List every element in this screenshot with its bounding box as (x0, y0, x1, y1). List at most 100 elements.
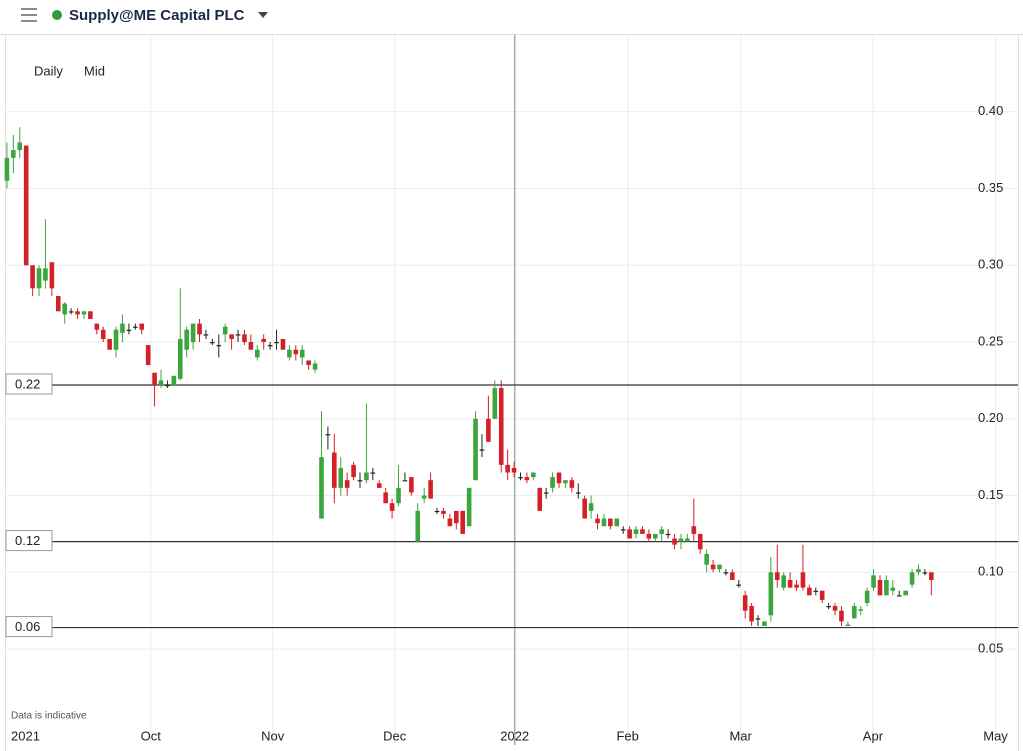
y-tick-label: 0.20 (978, 410, 1003, 425)
candle-body (871, 575, 876, 588)
candle-body (575, 492, 581, 494)
x-tick-label: Apr (863, 728, 884, 743)
candle-body (203, 334, 209, 336)
reference-label-box (5, 616, 53, 638)
candle-body (274, 342, 279, 344)
candle-body (62, 303, 68, 315)
candle-body (351, 464, 356, 478)
candle-body (267, 345, 273, 347)
candle-body (672, 538, 677, 545)
candle-body (434, 510, 440, 513)
candle-body (652, 533, 658, 539)
plot (4, 127, 934, 627)
candle-body (858, 609, 864, 611)
candle-body (235, 334, 241, 336)
candle-body (852, 606, 857, 619)
candle-body (826, 606, 831, 608)
candle-body (280, 338, 286, 350)
candle-body (665, 533, 671, 536)
candle-body (903, 590, 908, 596)
candle-body (659, 529, 665, 534)
candle-body (364, 472, 369, 481)
interval-button[interactable]: Daily (34, 63, 63, 78)
candle-body (916, 569, 921, 573)
candle-body (813, 590, 819, 592)
candle-body (30, 265, 35, 289)
candle-body (409, 477, 414, 493)
candle-body (736, 584, 742, 586)
candle-body (794, 584, 799, 588)
candle-body (75, 311, 80, 315)
reference-label: 0.12 (15, 533, 40, 548)
candle-body (190, 323, 196, 343)
candle-body (704, 553, 709, 565)
candle-body (601, 518, 607, 527)
candle-body (94, 323, 100, 330)
reference-label-box (5, 373, 53, 395)
candle-body (49, 262, 55, 289)
candle-body (588, 503, 594, 511)
candle-body (428, 480, 433, 499)
x-tick-label: Nov (261, 728, 285, 743)
candle-body (254, 349, 260, 358)
candle-body (197, 323, 202, 335)
candle-body (781, 575, 786, 588)
candle-body (582, 498, 587, 519)
candle-body (332, 452, 337, 488)
candle-body (325, 434, 331, 436)
candle-body (633, 529, 639, 534)
candle-body (229, 334, 234, 339)
candle-body (678, 538, 684, 542)
candle-body (807, 587, 812, 596)
candle-body (376, 483, 382, 488)
candle-body (370, 472, 376, 474)
price-button[interactable]: Mid (84, 63, 105, 78)
candle-body (306, 360, 311, 366)
x-tick-label: Dec (383, 728, 407, 743)
candle-body (216, 345, 222, 347)
x-tick-label: May (983, 728, 1008, 743)
candle-body (864, 590, 870, 603)
candle-body (222, 326, 228, 335)
x-tick-label: Feb (616, 728, 638, 743)
reference-label: 0.22 (15, 376, 40, 391)
candle-body (248, 342, 254, 350)
candle-body (100, 329, 106, 339)
y-tick-label: 0.05 (978, 640, 1003, 655)
candle-body (344, 480, 350, 488)
candle-body (460, 510, 466, 534)
candle-body (691, 526, 697, 534)
candle-body (614, 518, 620, 527)
reference-label-box (5, 530, 53, 552)
candle-body (774, 572, 780, 580)
candle-body (402, 480, 408, 482)
y-tick-label: 0.25 (978, 333, 1003, 348)
candle-body (929, 572, 934, 580)
y-tick-label: 0.30 (978, 257, 1003, 272)
candle-body (357, 480, 363, 482)
candle-body (640, 529, 645, 534)
candle-body (742, 595, 748, 611)
candle-body (447, 518, 453, 527)
candle-body (627, 529, 632, 539)
candle-body (81, 311, 87, 315)
dropdown-caret[interactable] (258, 12, 268, 18)
candle-body (177, 338, 183, 379)
candle-body (88, 311, 93, 319)
candle-body (338, 467, 344, 488)
menu-icon[interactable] (21, 8, 37, 22)
candle-body (556, 472, 562, 484)
x-tick-label: Oct (141, 728, 162, 743)
candle-body (550, 477, 555, 488)
candle-body (511, 467, 517, 473)
candle-body (261, 338, 267, 343)
candle-body (55, 295, 61, 312)
candle-body (877, 579, 883, 596)
candle-body (473, 418, 478, 481)
candle-body (453, 510, 459, 524)
candle-body (287, 349, 292, 358)
candle-body (717, 564, 722, 570)
candle-body (171, 375, 177, 386)
instrument-title[interactable]: Supply@ME Capital PLC (69, 7, 245, 24)
